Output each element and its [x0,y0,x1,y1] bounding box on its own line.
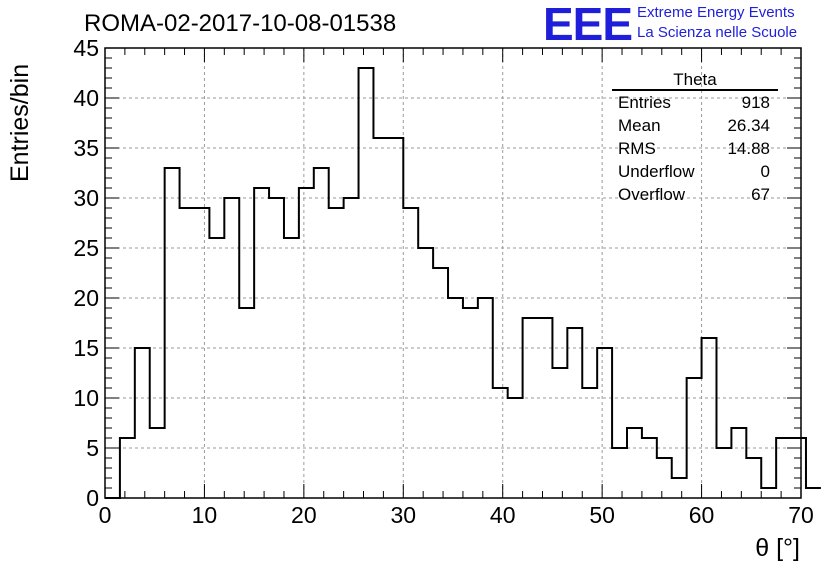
stats-row-entries: Entries 918 [618,93,770,115]
x-tick-label: 30 [390,502,416,528]
histogram-bin [567,328,582,498]
histogram-bin [657,458,672,498]
x-tick-label: 50 [589,502,615,528]
x-tick-label: 60 [689,502,715,528]
stats-row-rms: RMS 14.88 [618,139,770,161]
histogram-bin [418,248,433,498]
x-tick-label: 40 [490,502,516,528]
y-tick-label: 5 [86,435,99,461]
x-axis-label: θ [°] [755,534,800,562]
stats-value: 26.34 [727,116,770,135]
y-tick-label: 40 [73,85,99,111]
histogram-bin [135,348,150,498]
histogram-bin [150,428,165,498]
histogram-bin [523,318,538,498]
histogram-bin [493,388,508,498]
y-tick-label: 15 [73,335,99,361]
eee-logo-line2: La Scienza nelle Scuole [637,24,798,41]
histogram-bin [373,138,388,498]
stats-title: Theta [673,70,717,89]
histogram-bin [538,318,553,498]
y-tick-label: 35 [73,135,99,161]
histogram-bin [403,208,418,498]
histogram-bin [329,208,344,498]
y-tick-label: 10 [73,385,99,411]
histogram-bin [761,488,776,498]
stats-key: Mean [618,116,661,135]
stats-value: 67 [751,185,770,204]
stats-row-overflow: Overflow 67 [618,185,770,207]
histogram-bin [642,438,657,498]
histogram-bin [687,378,702,498]
histogram-bin [239,308,254,498]
histogram-bin [702,338,717,498]
stats-key: Underflow [618,162,695,181]
stats-row-mean: Mean 26.34 [618,116,770,138]
histogram-series [105,67,821,499]
histogram-bin [284,238,299,498]
histogram-bin [194,208,209,498]
histogram-bin [627,428,642,498]
x-tick-label: 10 [192,502,218,528]
histogram-bin [433,268,448,498]
eee-logo-line1: Extreme Energy Events [637,4,795,21]
histogram-bin [776,438,791,498]
histogram-bin [463,308,478,498]
y-tick-label: 0 [86,485,99,511]
x-tick-label: 70 [788,502,814,528]
x-tick-label: 20 [291,502,317,528]
histogram-bin [746,458,761,498]
y-tick-label: 20 [73,285,99,311]
histogram-bin [806,488,821,498]
axis-tick-labels: 0 10 20 30 40 50 60 70 0 5 10 15 20 25 30 35 40 45 [73,35,813,528]
stats-value: 918 [741,93,770,112]
histogram-bin [552,368,567,498]
histogram-bin [672,478,687,498]
histogram-bin [716,448,731,498]
histogram-bin [731,428,746,498]
stats-divider [612,89,778,91]
y-axis-label: Entries/bin [6,63,34,182]
histogram-bin [299,188,314,498]
stats-key: Entries [618,93,671,112]
stats-key: RMS [618,139,656,158]
histogram-bin [120,438,135,498]
eee-logo-mark: EEE [543,0,633,50]
stats-row-underflow: Underflow 0 [618,162,770,184]
histogram-bin [388,138,403,498]
histogram-bin [582,388,597,498]
histogram-bin [359,68,374,498]
histogram-bin [180,208,195,498]
stats-key: Overflow [618,185,686,204]
plot-title: ROMA-02-2017-10-08-01538 [84,10,397,37]
stats-value: 14.88 [727,139,770,158]
x-tick-label: 0 [99,502,112,528]
stats-value: 0 [760,162,770,181]
histogram-bin [254,188,269,498]
plot-frame [104,47,802,499]
y-tick-label: 30 [73,185,99,211]
y-tick-label: 25 [73,235,99,261]
histogram-bin [597,348,612,498]
y-tick-label: 45 [73,35,99,61]
histogram-bin [612,448,627,498]
histogram-bin [209,238,224,498]
